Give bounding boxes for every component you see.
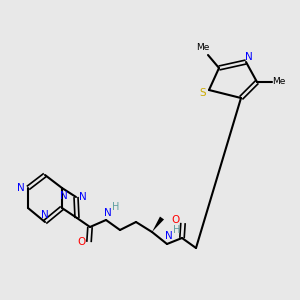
Text: N: N [79,192,87,202]
Text: Me: Me [272,77,286,86]
Text: N: N [60,191,68,201]
Text: N: N [165,231,173,241]
Text: O: O [172,215,180,225]
Text: O: O [78,237,86,247]
Text: H: H [112,202,120,212]
Text: Me: Me [196,44,210,52]
Text: S: S [200,88,206,98]
Text: N: N [17,183,25,193]
Text: N: N [41,210,49,220]
Text: N: N [245,52,253,62]
Text: N: N [104,208,112,218]
Polygon shape [152,217,164,232]
Text: H: H [173,225,181,235]
